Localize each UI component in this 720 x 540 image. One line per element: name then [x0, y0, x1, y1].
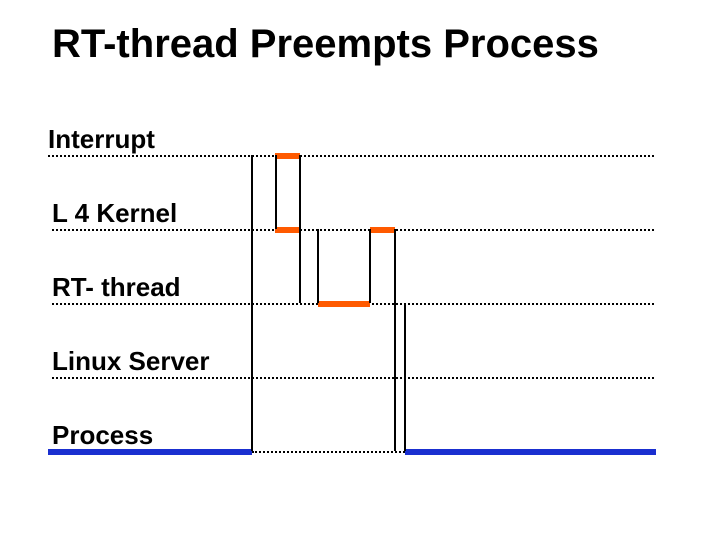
- transition-line-5: [394, 229, 396, 451]
- baseline-interrupt: [48, 155, 654, 157]
- baseline-process: [252, 451, 405, 453]
- baseline-linuxserver: [52, 377, 654, 379]
- segment-process-0: [48, 449, 252, 455]
- transition-line-0: [251, 155, 253, 451]
- segment-process-1: [405, 449, 656, 455]
- segment-l4kernel-0: [275, 227, 300, 233]
- row-label-linuxserver: Linux Server: [52, 346, 210, 377]
- row-label-l4kernel: L 4 Kernel: [52, 198, 177, 229]
- row-label-process: Process: [52, 420, 153, 451]
- baseline-l4kernel: [52, 229, 654, 231]
- timing-diagram: RT-thread Preempts Process Interrupt L 4 K…: [0, 0, 720, 540]
- diagram-title: RT-thread Preempts Process: [52, 22, 599, 67]
- transition-line-3: [317, 229, 319, 303]
- transition-line-1: [275, 155, 277, 229]
- segment-rtthread-0: [318, 301, 370, 307]
- row-label-interrupt: Interrupt: [48, 124, 155, 155]
- row-label-rtthread: RT- thread: [52, 272, 181, 303]
- transition-line-2: [299, 155, 301, 303]
- segment-interrupt-0: [275, 153, 300, 159]
- transition-line-4: [369, 229, 371, 303]
- segment-l4kernel-1: [370, 227, 395, 233]
- transition-line-6: [404, 303, 406, 451]
